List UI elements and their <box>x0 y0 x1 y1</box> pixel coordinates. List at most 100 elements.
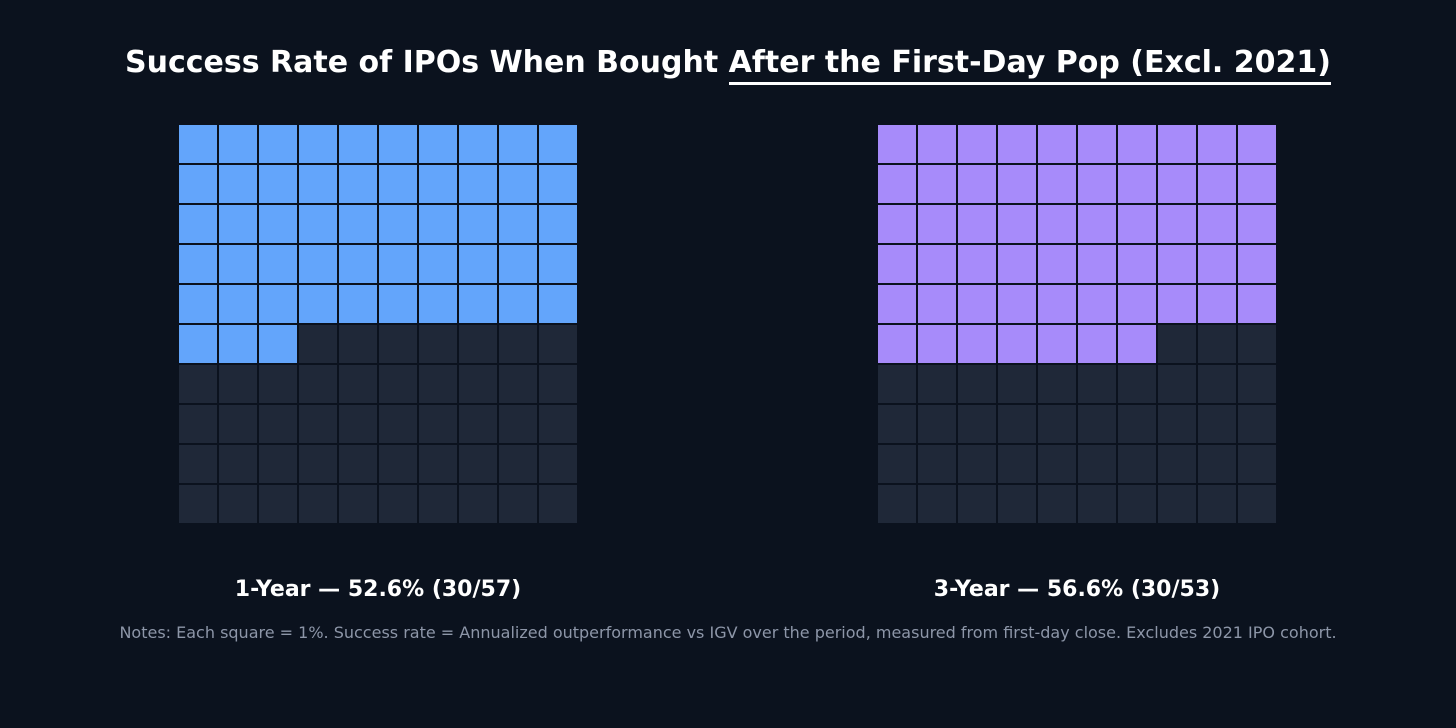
waffle-cell-empty <box>497 323 539 365</box>
waffle-cell-filled <box>1156 163 1198 205</box>
waffle-cell-empty <box>537 483 578 524</box>
waffle-cell-empty <box>1196 323 1238 365</box>
waffle-cell-filled <box>956 124 998 165</box>
waffle-cell-filled <box>178 203 219 245</box>
waffle-cell-filled <box>417 163 459 205</box>
waffle-cell-empty <box>1116 403 1158 445</box>
waffle-cell-filled <box>1116 283 1158 325</box>
waffle-cell-empty <box>297 363 339 405</box>
waffle-cell-empty <box>1196 403 1238 445</box>
waffle-cell-filled <box>337 203 379 245</box>
waffle-cell-empty <box>996 483 1038 524</box>
waffle-cell-empty <box>1236 443 1277 485</box>
waffle-cell-filled <box>417 243 459 285</box>
waffle-cell-empty <box>377 363 419 405</box>
waffle-cell-empty <box>916 363 958 405</box>
waffle-cell-filled <box>1196 203 1238 245</box>
waffle-cell-filled <box>1116 124 1158 165</box>
waffle-cell-filled <box>217 283 259 325</box>
waffle-cell-filled <box>1236 124 1277 165</box>
waffle-cell-filled <box>377 283 419 325</box>
waffle-3-year <box>877 124 1277 524</box>
waffle-cell-filled <box>1116 163 1158 205</box>
waffle-cell-filled <box>257 323 299 365</box>
waffle-cell-empty <box>297 403 339 445</box>
waffle-cell-empty <box>217 403 259 445</box>
waffle-cell-filled <box>1156 283 1198 325</box>
waffle-cell-empty <box>457 323 499 365</box>
waffle-cell-filled <box>497 283 539 325</box>
waffle-cell-filled <box>217 203 259 245</box>
waffle-cell-empty <box>1076 483 1118 524</box>
waffle-cell-filled <box>457 124 499 165</box>
waffle-cell-filled <box>877 203 918 245</box>
waffle-cell-empty <box>996 363 1038 405</box>
waffle-cell-empty <box>877 443 918 485</box>
waffle-cell-empty <box>337 323 379 365</box>
waffle-cell-empty <box>916 403 958 445</box>
waffle-cell-filled <box>916 203 958 245</box>
waffle-cell-empty <box>417 323 459 365</box>
waffle-cell-empty <box>457 443 499 485</box>
waffle-cell-empty <box>457 403 499 445</box>
waffle-cell-filled <box>178 323 219 365</box>
waffle-cell-empty <box>297 443 339 485</box>
waffle-cell-filled <box>996 243 1038 285</box>
waffle-cell-empty <box>1036 363 1078 405</box>
waffle-cell-empty <box>1156 323 1198 365</box>
waffle-cell-empty <box>537 323 578 365</box>
waffle-cell-filled <box>217 323 259 365</box>
waffle-cell-empty <box>217 483 259 524</box>
waffle-cell-empty <box>297 323 339 365</box>
waffle-cell-empty <box>1036 483 1078 524</box>
waffle-cell-filled <box>1076 323 1118 365</box>
waffle-cell-filled <box>537 283 578 325</box>
waffle-cell-empty <box>417 443 459 485</box>
waffle-cell-empty <box>417 483 459 524</box>
waffle-cell-empty <box>1196 443 1238 485</box>
waffle-cell-filled <box>257 203 299 245</box>
waffle-cell-filled <box>337 283 379 325</box>
waffle-cell-filled <box>956 203 998 245</box>
waffle-cell-empty <box>537 403 578 445</box>
waffle-cell-empty <box>1036 443 1078 485</box>
waffle-cell-empty <box>1116 443 1158 485</box>
waffle-cell-filled <box>877 124 918 165</box>
waffle-cell-empty <box>257 443 299 485</box>
waffle-cell-filled <box>537 203 578 245</box>
waffle-cell-filled <box>257 163 299 205</box>
waffle-cell-filled <box>457 243 499 285</box>
waffle-cell-filled <box>537 163 578 205</box>
waffle-cell-filled <box>1196 163 1238 205</box>
waffle-cell-filled <box>1036 124 1078 165</box>
waffle-cell-empty <box>996 403 1038 445</box>
waffle-cell-filled <box>217 243 259 285</box>
waffle-cell-filled <box>996 283 1038 325</box>
waffle-cell-filled <box>178 163 219 205</box>
waffle-cell-empty <box>257 483 299 524</box>
waffle-cell-filled <box>1156 203 1198 245</box>
waffle-cell-filled <box>497 124 539 165</box>
waffle-cell-filled <box>1236 163 1277 205</box>
waffle-cell-filled <box>1116 243 1158 285</box>
waffle-cell-filled <box>1236 203 1277 245</box>
waffle-cell-empty <box>537 443 578 485</box>
waffle-cell-empty <box>1156 403 1198 445</box>
chart-title-main: Success Rate of IPOs When Bought <box>125 45 729 80</box>
waffle-cell-filled <box>1196 124 1238 165</box>
waffle-cell-filled <box>497 243 539 285</box>
waffle-cell-empty <box>1156 443 1198 485</box>
chart-title: Success Rate of IPOs When Bought After t… <box>0 42 1456 85</box>
waffle-cell-filled <box>217 124 259 165</box>
waffle-cell-filled <box>297 124 339 165</box>
waffle-cell-filled <box>1076 243 1118 285</box>
waffle-cell-empty <box>1236 323 1277 365</box>
waffle-cell-filled <box>956 323 998 365</box>
waffle-cell-filled <box>457 203 499 245</box>
waffle-cell-empty <box>337 363 379 405</box>
waffle-cell-empty <box>1116 483 1158 524</box>
waffle-cell-filled <box>1116 203 1158 245</box>
waffle-cell-empty <box>1236 363 1277 405</box>
waffle-cell-empty <box>1116 363 1158 405</box>
waffle-cell-filled <box>996 163 1038 205</box>
